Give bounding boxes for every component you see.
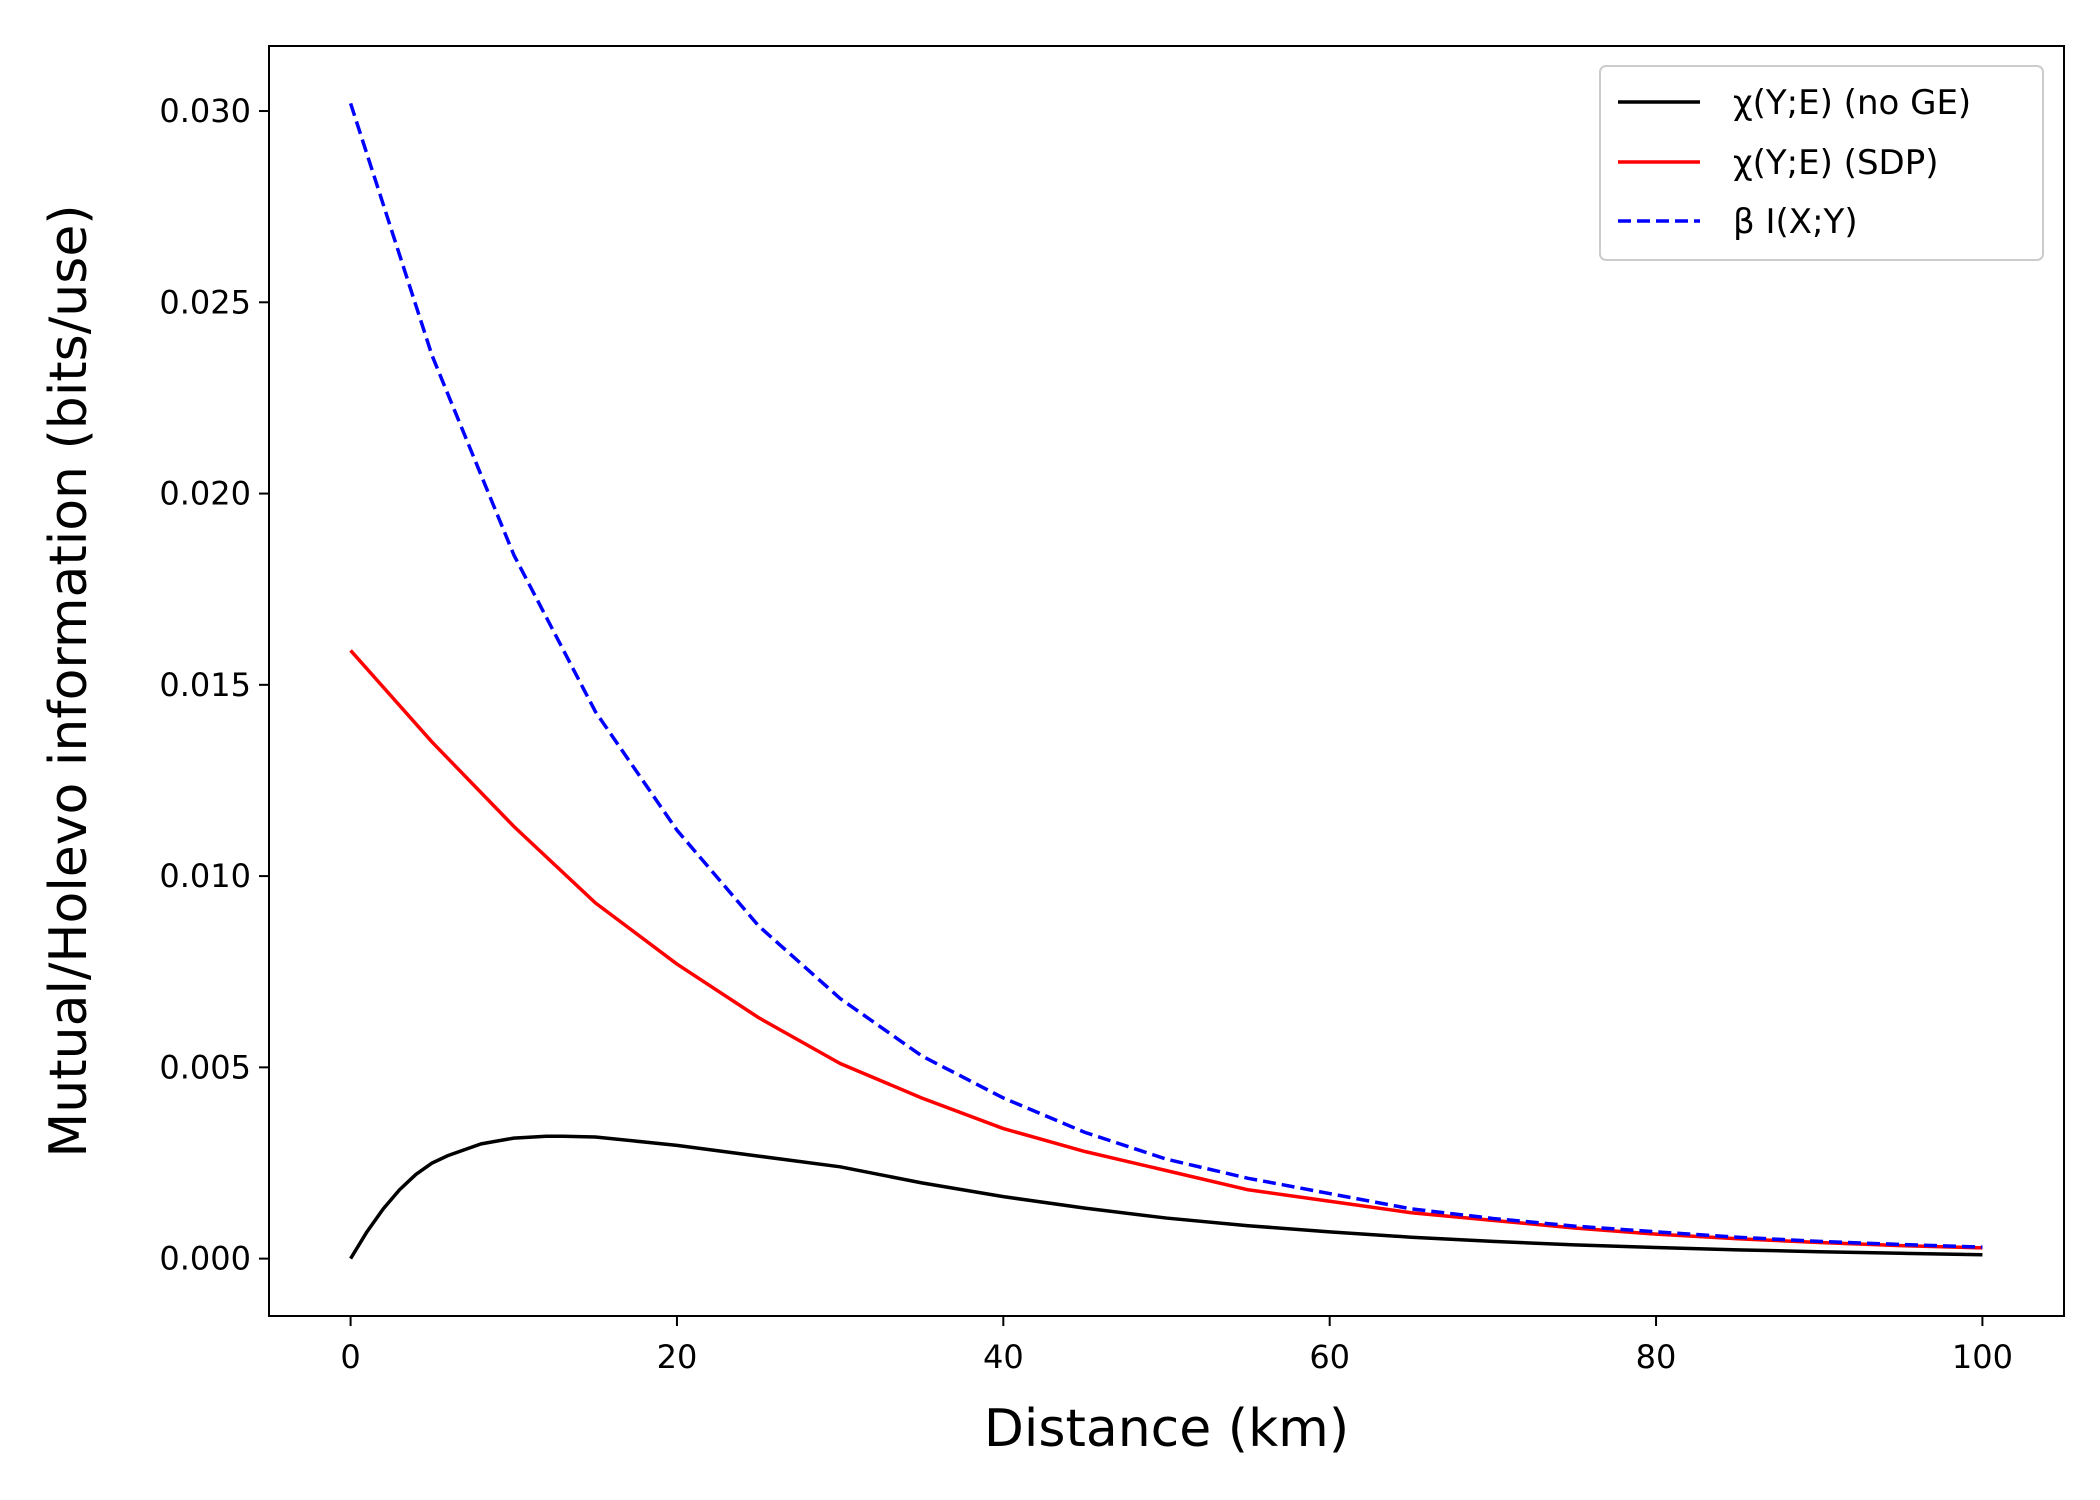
series-line-sdp bbox=[349, 649, 1983, 1250]
x-tick-label: 80 bbox=[1636, 1338, 1677, 1376]
y-tick-label: 0.000 bbox=[159, 1240, 251, 1278]
x-tick-label: 60 bbox=[1309, 1338, 1350, 1376]
legend-label-sdp: χ(Y;E) (SDP) bbox=[1733, 143, 1938, 183]
y-tick-label: 0.010 bbox=[159, 857, 251, 895]
legend: χ(Y;E) (no GE) χ(Y;E) (SDP) β I(X;Y) bbox=[1599, 65, 2044, 261]
x-tick-label: 20 bbox=[657, 1338, 698, 1376]
x-axis-ticks: 0 20 40 60 80 100 bbox=[340, 1316, 2013, 1376]
plot-area-frame bbox=[268, 45, 2065, 1317]
y-tick-label: 0.030 bbox=[159, 92, 251, 130]
y-axis-label: Mutual/Holevo information (bits/use) bbox=[39, 204, 99, 1157]
legend-label-no-ge: χ(Y;E) (no GE) bbox=[1733, 83, 1971, 123]
series-line-no-ge bbox=[349, 1134, 1983, 1260]
x-axis-label: Distance (km) bbox=[984, 1399, 1349, 1459]
y-axis-ticks: 0.000 0.005 0.010 0.015 0.020 0.025 0.030 bbox=[159, 92, 269, 1278]
y-tick-label: 0.025 bbox=[159, 283, 251, 321]
y-tick-label: 0.020 bbox=[159, 475, 251, 513]
y-tick-label: 0.005 bbox=[159, 1048, 251, 1086]
y-tick-label: 0.015 bbox=[159, 666, 251, 704]
x-tick-label: 40 bbox=[983, 1338, 1024, 1376]
x-tick-label: 0 bbox=[340, 1338, 360, 1376]
x-tick-label: 100 bbox=[1952, 1338, 2013, 1376]
legend-box bbox=[1599, 65, 2044, 261]
series-line-beta-ixy bbox=[348, 102, 1983, 1249]
legend-label-beta-ixy: β I(X;Y) bbox=[1733, 202, 1858, 242]
series-layer bbox=[348, 102, 1983, 1260]
